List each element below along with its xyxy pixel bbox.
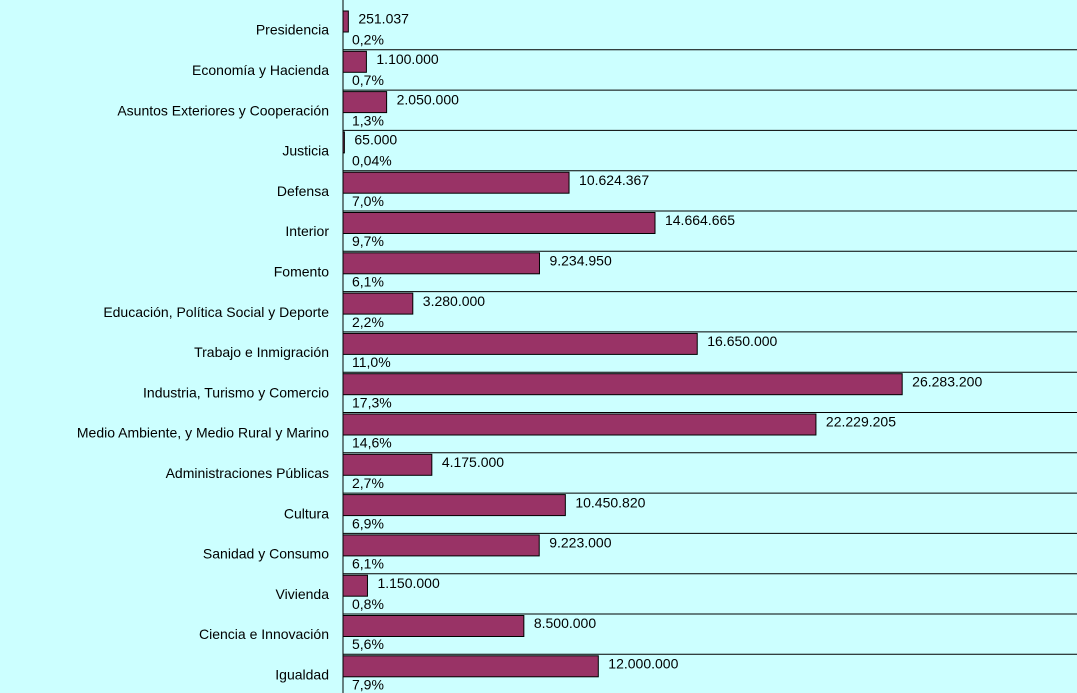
share-label: 2,2% (352, 314, 384, 330)
category-label: Sanidad y Consumo (203, 546, 329, 562)
share-label: 6,9% (352, 515, 384, 531)
category-label: Presidencia (256, 22, 329, 38)
share-label: 7,0% (352, 193, 384, 209)
share-label: 9,7% (352, 233, 384, 249)
category-label: Economía y Hacienda (192, 62, 329, 78)
bar (342, 615, 525, 637)
value-label: 9.223.000 (549, 535, 611, 551)
bar (342, 131, 345, 154)
bar (342, 292, 414, 315)
category-label: Interior (285, 223, 329, 239)
value-label: 9.234.950 (549, 253, 611, 269)
value-label: 26.283.200 (912, 373, 982, 389)
share-label: 6,1% (352, 274, 384, 290)
share-label: 5,6% (352, 636, 384, 652)
bar (342, 171, 570, 194)
bar (342, 534, 540, 557)
share-label: 7,9% (352, 677, 384, 693)
bar (342, 574, 368, 597)
bar (342, 91, 388, 114)
value-label: 1.100.000 (376, 51, 438, 67)
share-label: 0,7% (352, 72, 384, 88)
category-label: Justicia (282, 143, 329, 159)
category-label: Cultura (284, 505, 329, 521)
value-label: 10.450.820 (575, 494, 645, 510)
share-label: 0,8% (352, 596, 384, 612)
share-label: 6,1% (352, 556, 384, 572)
category-label: Fomento (274, 264, 329, 280)
share-label: 0,2% (352, 32, 384, 48)
bar (342, 212, 656, 234)
category-label: Vivienda (276, 586, 330, 602)
category-label: Asuntos Exteriores y Cooperación (117, 102, 329, 118)
value-label: 4.175.000 (442, 454, 504, 470)
value-label: 16.650.000 (707, 333, 777, 349)
category-label: Igualdad (275, 667, 329, 683)
value-label: 251.037 (358, 11, 409, 27)
bar (342, 252, 540, 275)
share-label: 2,7% (352, 475, 384, 491)
bar (342, 10, 349, 33)
share-label: 14,6% (352, 435, 392, 451)
value-label: 14.664.665 (665, 212, 735, 228)
value-label: 22.229.205 (826, 414, 896, 430)
category-label: Trabajo e Inmigración (194, 344, 329, 360)
share-label: 0,04% (352, 153, 392, 169)
value-label: 65.000 (354, 132, 397, 148)
category-label: Defensa (277, 183, 329, 199)
value-label: 10.624.367 (579, 172, 649, 188)
share-label: 17,3% (352, 394, 392, 410)
category-label: Administraciones Públicas (166, 465, 329, 481)
category-label: Educación, Política Social y Deporte (103, 304, 329, 320)
share-label: 1,3% (352, 112, 384, 128)
bar (342, 655, 599, 678)
value-label: 2.050.000 (397, 91, 459, 107)
bar (342, 50, 367, 73)
bar (342, 494, 566, 517)
value-label: 3.280.000 (423, 293, 485, 309)
category-label: Ciencia e Innovación (199, 626, 329, 642)
value-label: 12.000.000 (608, 656, 678, 672)
bar (342, 332, 698, 355)
bar (342, 453, 433, 476)
value-label: 1.150.000 (377, 575, 439, 591)
value-label: 8.500.000 (534, 615, 596, 631)
bar (342, 373, 903, 396)
category-label: Medio Ambiente, y Medio Rural y Marino (77, 425, 329, 441)
category-label: Industria, Turismo y Comercio (143, 384, 329, 400)
bar (342, 413, 817, 436)
share-label: 11,0% (352, 354, 391, 370)
